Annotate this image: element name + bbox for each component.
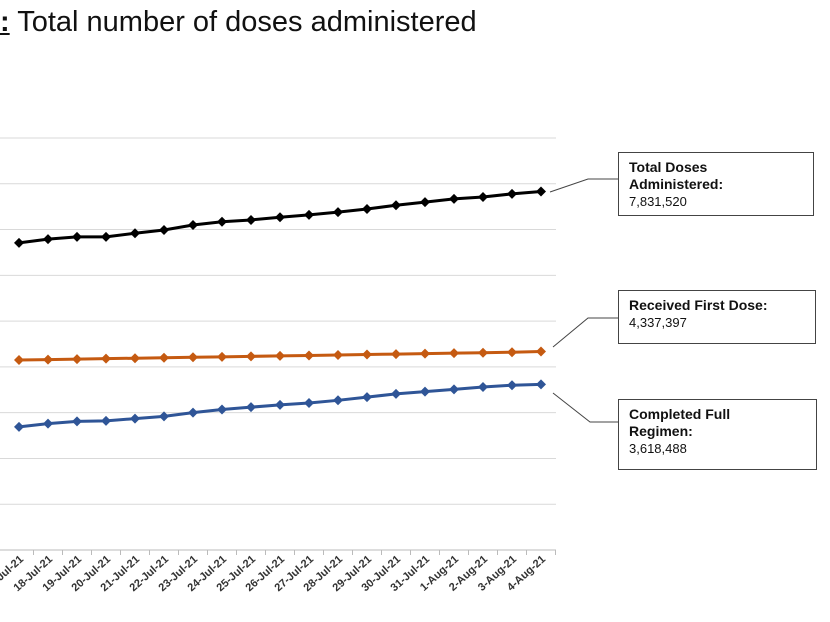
callout-value: 7,831,520 <box>629 194 687 209</box>
marker <box>188 352 198 363</box>
marker <box>43 418 53 429</box>
marker <box>130 228 140 239</box>
marker <box>536 186 546 197</box>
marker <box>304 398 314 409</box>
marker <box>101 415 111 426</box>
marker <box>507 380 517 391</box>
callout-leader <box>552 392 619 423</box>
callout-value: 4,337,397 <box>629 315 687 330</box>
marker <box>246 214 256 225</box>
title-marker: : <box>0 6 10 38</box>
chart-title: : Total number of doses administered <box>0 6 477 39</box>
marker <box>449 384 459 395</box>
marker <box>362 203 372 214</box>
marker <box>43 354 53 365</box>
marker <box>159 352 169 363</box>
marker <box>304 350 314 361</box>
marker <box>159 225 169 236</box>
marker <box>333 349 343 360</box>
marker <box>14 355 24 366</box>
marker <box>246 402 256 413</box>
marker <box>217 216 227 227</box>
marker <box>449 348 459 359</box>
callout-label: Received First Dose: <box>629 297 768 313</box>
marker <box>391 200 401 211</box>
callout-label: Total Doses Administered: <box>629 159 724 192</box>
callout-label: Completed Full Regimen: <box>629 406 731 439</box>
marker <box>420 348 430 359</box>
marker <box>246 351 256 362</box>
callout-leader <box>552 317 619 348</box>
marker <box>507 347 517 358</box>
marker <box>507 188 517 199</box>
marker <box>159 411 169 422</box>
marker <box>333 207 343 218</box>
marker <box>217 351 227 362</box>
marker <box>391 388 401 399</box>
marker <box>275 399 285 410</box>
marker <box>391 349 401 360</box>
marker <box>536 379 546 390</box>
marker <box>14 237 24 248</box>
marker <box>101 353 111 364</box>
marker <box>130 353 140 364</box>
callout-box: Total Doses Administered: 7,831,520 <box>618 152 814 216</box>
callout-leader <box>549 178 619 193</box>
marker <box>72 416 82 427</box>
marker <box>188 407 198 418</box>
marker <box>101 231 111 242</box>
marker <box>449 193 459 204</box>
marker <box>188 219 198 230</box>
callout-box: Received First Dose: 4,337,397 <box>618 290 816 344</box>
marker <box>333 395 343 406</box>
title-text: Total number of doses administered <box>17 6 477 38</box>
marker <box>420 386 430 397</box>
marker <box>536 346 546 357</box>
marker <box>72 354 82 365</box>
marker <box>130 413 140 424</box>
marker <box>14 421 24 432</box>
marker <box>72 231 82 242</box>
marker <box>420 197 430 208</box>
marker <box>217 404 227 415</box>
marker <box>362 349 372 360</box>
marker <box>275 350 285 361</box>
callout-box: Completed Full Regimen: 3,618,488 <box>618 399 817 470</box>
marker <box>43 234 53 245</box>
marker <box>478 382 488 393</box>
marker <box>275 212 285 223</box>
marker <box>478 347 488 358</box>
callout-value: 3,618,488 <box>629 441 687 456</box>
marker <box>478 192 488 203</box>
marker <box>362 392 372 403</box>
marker <box>304 209 314 220</box>
